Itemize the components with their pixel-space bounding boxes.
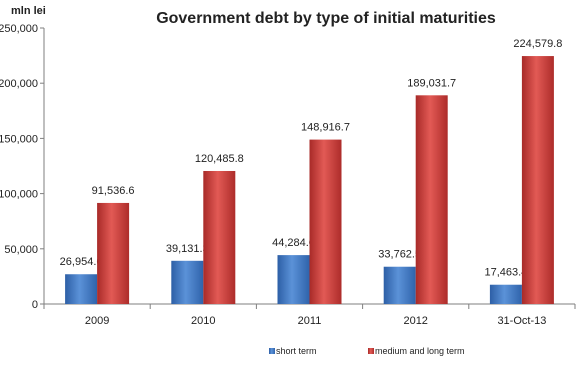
- x-tick-label: 2009: [85, 315, 109, 327]
- data-label: 26,954.6: [60, 256, 103, 268]
- bar-short-term: [171, 260, 204, 304]
- legend-swatch-short-term: [269, 348, 275, 354]
- data-label: 120,485.8: [195, 153, 244, 165]
- bar-short-term: [489, 284, 522, 304]
- chart-title: Government debt by type of initial matur…: [156, 10, 496, 27]
- bar-medium-long-term: [521, 56, 554, 304]
- x-tick-label: 2010: [191, 315, 215, 327]
- bar-short-term: [65, 274, 98, 304]
- bar-short-term: [277, 255, 310, 304]
- bar-short-term: [383, 266, 416, 304]
- y-unit-label: mln lei: [11, 5, 46, 17]
- x-tick-label: 31-Oct-13: [497, 315, 546, 327]
- legend-label: short term: [276, 346, 317, 356]
- data-label: 17,463.4: [484, 267, 527, 279]
- bar-medium-long-term: [97, 202, 130, 304]
- data-label: 39,131.3: [166, 243, 209, 255]
- data-label: 224,579.8: [513, 38, 562, 50]
- legend: short term medium and long term: [269, 346, 465, 356]
- data-label: 189,031.7: [407, 77, 456, 89]
- y-tick-label: 200,000: [0, 78, 38, 90]
- data-label: 44,284.0: [272, 237, 315, 249]
- y-tick-label: 50,000: [4, 244, 38, 256]
- x-tick-label: 2012: [403, 315, 427, 327]
- data-label: 33,762.5: [378, 249, 421, 261]
- data-label: 91,536.6: [92, 185, 135, 197]
- y-tick-label: 250,000: [0, 23, 38, 35]
- bar-medium-long-term: [203, 170, 236, 304]
- legend-label: medium and long term: [375, 346, 465, 356]
- y-tick-label: 100,000: [0, 189, 38, 201]
- y-tick-label: 150,000: [0, 133, 38, 145]
- bar-medium-long-term: [309, 139, 342, 304]
- bar-medium-long-term: [415, 95, 448, 304]
- plot-area: 0 50,000 100,000 150,000 200,000 250,000 2009 2…: [0, 23, 576, 327]
- data-label: 148,916.7: [301, 122, 350, 134]
- y-tick-label: 0: [32, 299, 38, 311]
- x-tick-label: 2011: [298, 315, 322, 327]
- legend-swatch-medium-long-term: [368, 348, 374, 354]
